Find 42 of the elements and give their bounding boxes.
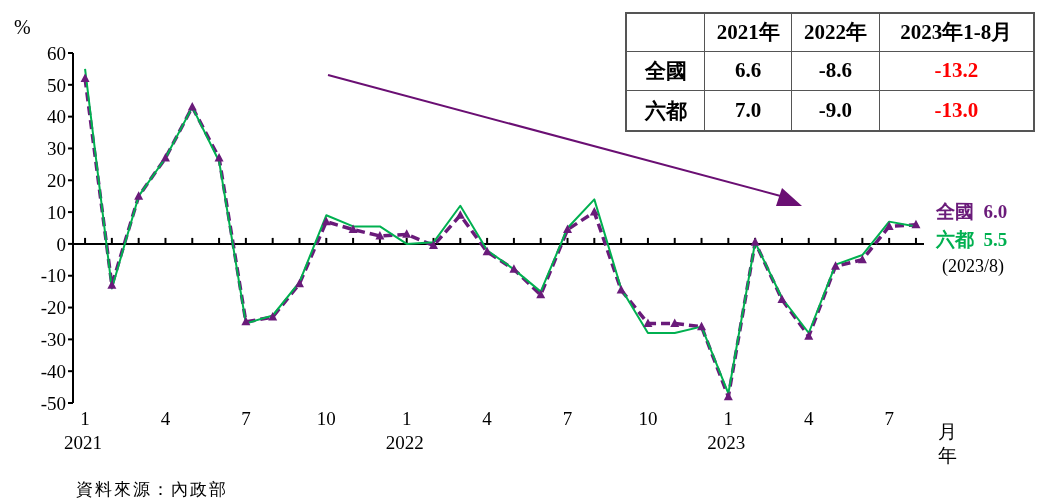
x-tick-label: 7 xyxy=(562,408,573,429)
x-tick-label: 1 2022 xyxy=(385,408,424,453)
y-axis-title: % xyxy=(14,16,31,39)
y-tick-label: 60 xyxy=(47,42,66,64)
series-label: 全國 xyxy=(936,201,974,222)
annotation: -9.0 xyxy=(791,90,880,131)
text: 5.5 xyxy=(983,229,1008,250)
text: 2021年 xyxy=(704,13,792,51)
x-tick-label: 4 xyxy=(804,408,814,429)
y-tick-label: 0 xyxy=(56,233,66,255)
annotation: 全國 xyxy=(626,51,705,91)
annotation: -8.6 xyxy=(791,51,880,91)
text: -13.0 xyxy=(879,90,1034,131)
x-axis-title: 月年 xyxy=(938,420,958,468)
annotation: 7.0 xyxy=(704,90,792,131)
y-tick-label: -40 xyxy=(40,360,66,382)
x-tick-label: 4 xyxy=(482,408,493,429)
y-tick-label: 30 xyxy=(47,138,66,160)
text: 6.0 xyxy=(983,201,1008,222)
text: -13.2 xyxy=(879,51,1034,91)
x-tick-label: 7 xyxy=(884,408,894,429)
annotation: 6.6 xyxy=(704,51,792,91)
source-note: 資料來源：內政部 xyxy=(76,479,228,498)
y-tick-label: -50 xyxy=(40,392,66,414)
series-label: 六都 xyxy=(936,229,974,250)
x-tick-label: 4 xyxy=(160,408,171,429)
y-tick-label: 10 xyxy=(47,201,66,223)
x-tick-label: 1 2021 xyxy=(64,408,103,453)
x-tick-label: 7 xyxy=(241,408,251,429)
annotation: 六都 xyxy=(626,90,705,131)
y-tick-label: 20 xyxy=(47,170,66,192)
y-tick-label: 50 xyxy=(47,74,66,96)
y-tick-label: -10 xyxy=(40,265,66,287)
y-tick-label: -30 xyxy=(40,329,66,351)
text: 2023年1-8月 xyxy=(879,13,1034,51)
text: (2023/8) xyxy=(942,256,1004,277)
x-tick-label: 1 2023 xyxy=(707,408,746,453)
x-tick-label: 10 xyxy=(638,408,658,429)
y-tick-label: -20 xyxy=(40,297,66,319)
y-tick-label: 40 xyxy=(47,106,66,128)
x-tick-label: 10 xyxy=(316,408,336,429)
text: 2022年 xyxy=(791,13,880,51)
